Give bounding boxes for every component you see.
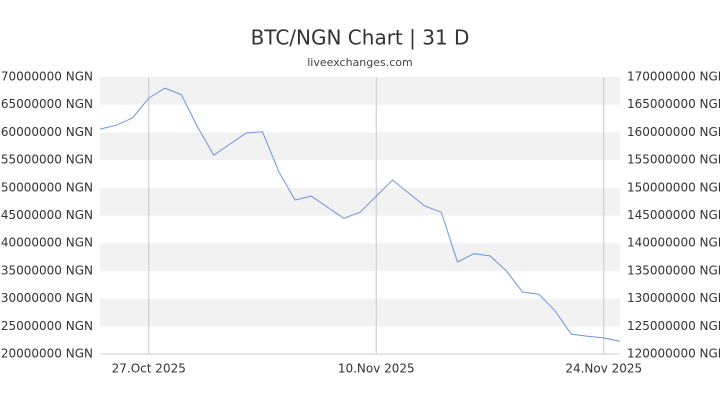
y-tick-label: 140000000 NGN — [0, 236, 93, 250]
y-tick-label: 135000000 NGN — [0, 263, 93, 277]
y2-tick-label: 150000000 NGN — [627, 180, 720, 194]
grid-band — [100, 298, 620, 327]
y2-tick-label: 125000000 NGN — [627, 319, 720, 333]
y2-tick-label: 120000000 NGN — [627, 347, 720, 361]
y-tick-label: 120000000 NGN — [0, 347, 93, 361]
x-tick-label: 24.Nov 2025 — [565, 362, 642, 376]
chart-subtitle: liveexchanges.com — [307, 56, 412, 69]
y2-tick-label: 170000000 NGN — [627, 70, 720, 84]
x-tick-label: 10.Nov 2025 — [338, 362, 415, 376]
chart-title: BTC/NGN Chart | 31 D — [251, 26, 470, 50]
y-tick-label: 130000000 NGN — [0, 291, 93, 305]
y2-tick-label: 135000000 NGN — [627, 263, 720, 277]
y2-tick-label: 160000000 NGN — [627, 125, 720, 139]
grid-band — [100, 77, 620, 105]
y-tick-label: 125000000 NGN — [0, 319, 93, 333]
y2-tick-label: 145000000 NGN — [627, 208, 720, 222]
y-tick-label: 165000000 NGN — [0, 97, 93, 111]
y-tick-label: 150000000 NGN — [0, 180, 93, 194]
grid-band — [100, 243, 620, 271]
y-tick-label: 170000000 NGN — [0, 70, 93, 84]
x-tick-label: 27.Oct 2025 — [112, 362, 186, 376]
y2-tick-label: 155000000 NGN — [627, 153, 720, 167]
y-tick-label: 155000000 NGN — [0, 153, 93, 167]
y-tick-label: 145000000 NGN — [0, 208, 93, 222]
grid-band — [100, 187, 620, 216]
y2-tick-label: 165000000 NGN — [627, 97, 720, 111]
y2-tick-label: 130000000 NGN — [627, 291, 720, 305]
y-tick-label: 160000000 NGN — [0, 125, 93, 139]
y2-tick-label: 140000000 NGN — [627, 236, 720, 250]
price-line — [99, 87, 621, 342]
grid-band — [100, 132, 620, 161]
